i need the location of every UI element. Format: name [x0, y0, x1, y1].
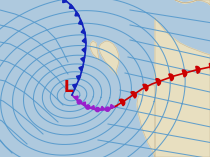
Polygon shape [73, 84, 77, 89]
Polygon shape [79, 66, 83, 71]
Polygon shape [131, 92, 136, 98]
Polygon shape [209, 63, 210, 70]
Polygon shape [76, 75, 81, 80]
Circle shape [77, 100, 81, 104]
Polygon shape [69, 4, 74, 8]
Circle shape [95, 107, 100, 112]
Polygon shape [82, 38, 86, 43]
Polygon shape [169, 74, 173, 81]
Polygon shape [63, 0, 67, 3]
Polygon shape [75, 12, 79, 16]
Polygon shape [82, 47, 86, 53]
Polygon shape [90, 106, 95, 110]
Circle shape [105, 107, 110, 111]
Polygon shape [81, 102, 85, 106]
Polygon shape [81, 57, 85, 62]
Polygon shape [155, 18, 210, 157]
Circle shape [86, 105, 90, 109]
Polygon shape [100, 106, 105, 110]
Text: L: L [63, 79, 73, 95]
Polygon shape [110, 105, 115, 109]
Polygon shape [156, 79, 160, 85]
Polygon shape [99, 41, 119, 75]
Polygon shape [74, 96, 78, 100]
Polygon shape [90, 41, 99, 60]
Polygon shape [175, 0, 210, 5]
Polygon shape [143, 84, 148, 91]
Polygon shape [196, 66, 200, 73]
Polygon shape [119, 99, 125, 106]
Polygon shape [182, 70, 187, 77]
Polygon shape [79, 20, 83, 25]
Polygon shape [137, 85, 155, 157]
Polygon shape [81, 29, 85, 34]
